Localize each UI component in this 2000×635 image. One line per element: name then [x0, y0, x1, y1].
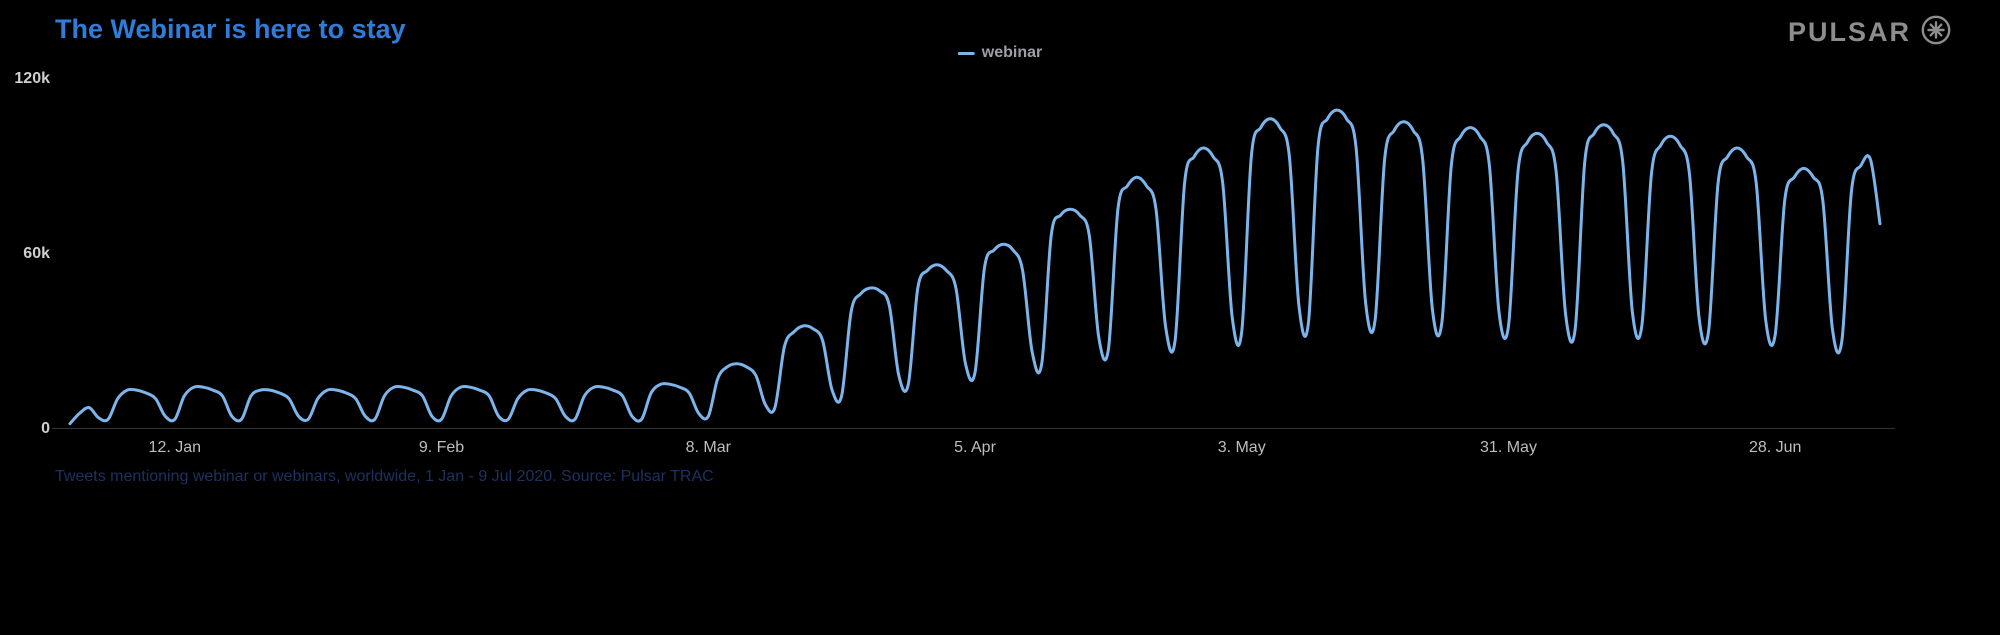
y-axis-label: 60k	[23, 245, 50, 262]
x-axis-label: 5. Apr	[954, 439, 996, 456]
pulsar-starburst-icon	[1920, 14, 1952, 51]
x-axis-label: 8. Mar	[686, 439, 732, 456]
x-axis-label: 12. Jan	[149, 439, 201, 456]
y-axis-label: 120k	[14, 70, 50, 87]
webinar-series-line	[68, 108, 1882, 426]
x-axis-label: 3. May	[1218, 439, 1266, 456]
x-axis-label: 31. May	[1480, 439, 1537, 456]
brand-wordmark: PULSAR	[1787, 17, 1911, 47]
legend-line-marker	[957, 51, 975, 55]
chart-title: The Webinar is here to stay	[55, 14, 406, 44]
brand-logo: PULSAR	[1788, 14, 1952, 51]
y-axis-label: 0	[41, 420, 50, 437]
chart-source-caption: Tweets mentioning webinar or webinars, w…	[55, 468, 714, 485]
x-axis-label: 9. Feb	[419, 439, 464, 456]
x-axis-label: 28. Jun	[1749, 439, 1801, 456]
legend-label: webinar	[981, 44, 1043, 61]
legend-item-webinar[interactable]: webinar	[957, 44, 1043, 62]
